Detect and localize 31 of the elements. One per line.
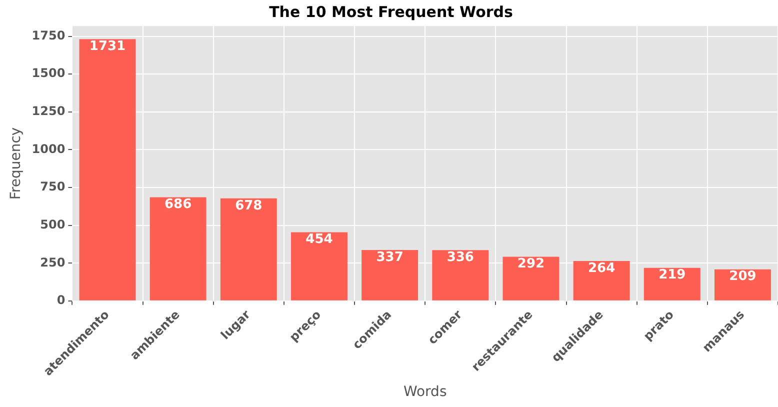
data-label: 264 bbox=[588, 260, 616, 276]
y-tick-label: 0 bbox=[56, 293, 66, 308]
data-label: 678 bbox=[235, 198, 262, 214]
y-tick-label: 250 bbox=[40, 255, 66, 270]
bar bbox=[644, 268, 700, 300]
y-tick-label: 750 bbox=[40, 180, 66, 194]
y-tick-label: 500 bbox=[40, 217, 66, 232]
data-label: 1731 bbox=[89, 39, 126, 54]
bar bbox=[220, 198, 277, 300]
bar bbox=[79, 39, 136, 300]
data-label: 292 bbox=[517, 256, 545, 272]
data-label: 209 bbox=[729, 269, 756, 284]
y-axis-title: Frequency bbox=[8, 127, 24, 200]
data-label: 219 bbox=[658, 268, 686, 283]
data-label: 686 bbox=[164, 197, 192, 212]
chart-title: The 10 Most Frequent Words bbox=[269, 2, 513, 21]
data-label: 337 bbox=[376, 250, 404, 265]
data-label: 336 bbox=[446, 250, 474, 265]
y-tick-label: 1000 bbox=[32, 142, 66, 156]
bar bbox=[573, 261, 630, 300]
bar bbox=[362, 250, 418, 300]
bar bbox=[290, 232, 348, 300]
bar bbox=[714, 269, 771, 300]
y-tick-label: 1500 bbox=[32, 66, 66, 80]
data-label: 454 bbox=[306, 232, 333, 248]
bar bbox=[502, 256, 560, 300]
bar bbox=[432, 250, 489, 300]
y-tick-label: 1750 bbox=[32, 28, 66, 42]
x-axis-title: Words bbox=[403, 384, 447, 400]
bar bbox=[150, 197, 206, 300]
y-tick-label: 1250 bbox=[32, 104, 66, 118]
